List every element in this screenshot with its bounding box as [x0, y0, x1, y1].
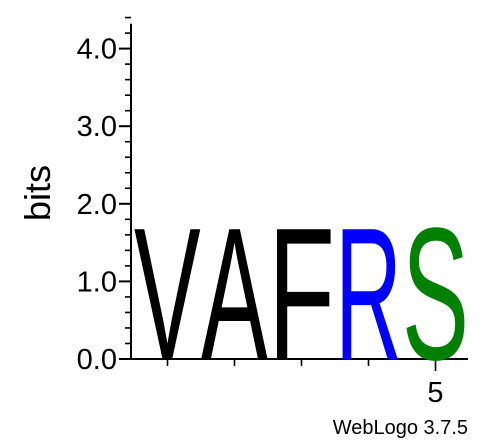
- letter-glyph: R: [335, 189, 402, 400]
- y-tick-label: 3.0: [77, 111, 117, 143]
- logo-letter-r: R: [335, 189, 402, 400]
- y-tick-label: 0.0: [77, 344, 117, 376]
- y-tick-label: 1.0: [77, 266, 117, 298]
- logo-letter-a: A: [201, 188, 268, 399]
- logo-letter-f: F: [268, 188, 335, 400]
- y-tick-label: 4.0: [77, 34, 117, 66]
- logo-letter-v: V: [134, 188, 201, 399]
- letter-glyph: A: [201, 188, 268, 399]
- y-axis-title: bits: [17, 165, 58, 221]
- weblogo-credit: WebLogo 3.7.5: [333, 417, 468, 439]
- letter-glyph: F: [268, 188, 335, 400]
- y-axis: 0.0 1.0 2.0 3.0 4.0: [77, 18, 131, 376]
- logo-letter-s: S: [402, 189, 469, 400]
- letter-glyph: V: [134, 188, 201, 399]
- y-tick-label: 2.0: [77, 189, 117, 221]
- letter-glyph: S: [402, 189, 469, 400]
